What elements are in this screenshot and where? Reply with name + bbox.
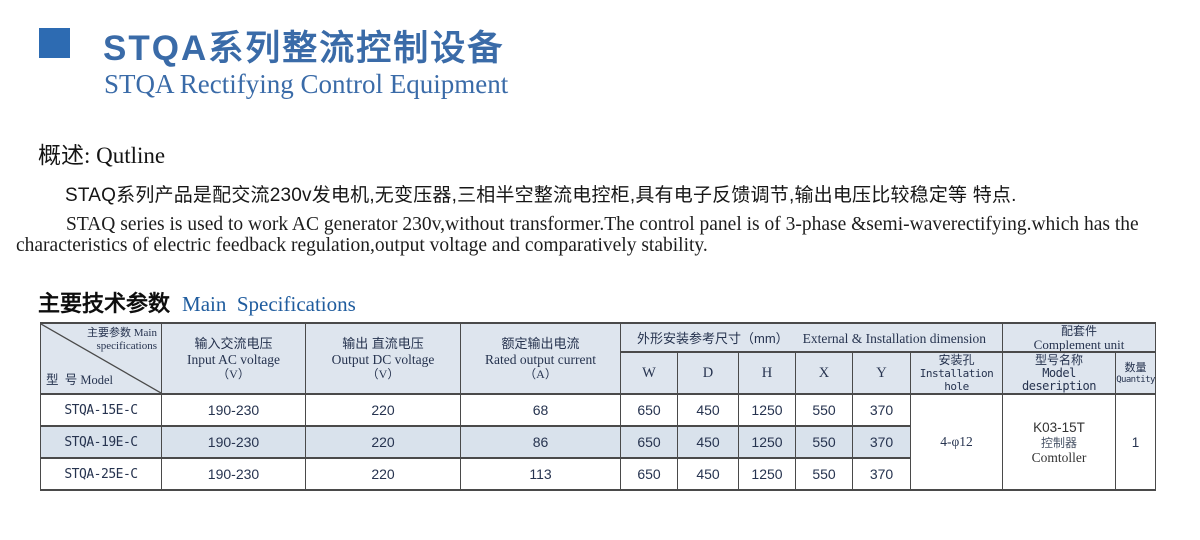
cell-w: 650: [620, 457, 678, 491]
cell-input: 190-230: [161, 393, 306, 427]
header-current-cn: 额定输出电流: [501, 336, 580, 351]
cell-w: 650: [620, 425, 678, 459]
header-complement-group: 配套件 Complement unit: [1002, 322, 1156, 353]
page-title-en: STQA Rectifying Control Equipment: [104, 69, 509, 99]
header-hole-cn: 安装孔: [938, 353, 975, 367]
outline-heading: 概述: Qutline: [38, 143, 166, 168]
header-complement-cn: 配套件: [1060, 324, 1097, 338]
complement-model-en: Comtoller: [1031, 449, 1087, 465]
cell-model: STQA-15E-C: [40, 393, 162, 427]
cell-output: 220: [305, 425, 461, 459]
cell-d: 450: [677, 457, 739, 491]
header-input-en: Input AC voltage: [187, 352, 280, 367]
complement-model-cn: 控制器: [1040, 435, 1077, 450]
header-model-desc-cn: 型号名称: [1034, 353, 1083, 367]
cell-x: 550: [795, 457, 853, 491]
cell-d: 450: [677, 425, 739, 459]
cell-current: 86: [460, 425, 621, 459]
specs-table: 主要参数 Main specifications 型 号 Model 输入交流电…: [40, 322, 1156, 491]
cell-model: STQA-19E-C: [40, 425, 162, 459]
cell-complement-model: K03-15T 控制器 Comtoller: [1002, 393, 1116, 491]
cell-y: 370: [852, 457, 911, 491]
cell-x: 550: [795, 393, 853, 427]
header-installation-hole: 安装孔 Installation hole: [910, 351, 1003, 395]
header-dim-x: X: [795, 351, 853, 395]
cell-h: 1250: [738, 457, 796, 491]
outline-paragraph-en: STAQ series is used to work AC generator…: [16, 214, 1176, 256]
header-hole-en: Installation hole: [919, 367, 994, 393]
header-qty-cn: 数量: [1124, 361, 1147, 374]
header-input-cn: 输入交流电压: [194, 336, 273, 351]
table-row: STQA-15E-C 190-230 220 68 650 450 1250 5…: [40, 393, 1156, 491]
header-output-en: Output DC voltage: [331, 352, 435, 367]
outline-paragraph-en-line1: STAQ series is used to work AC generator…: [66, 214, 1139, 235]
cell-x: 550: [795, 425, 853, 459]
outline-paragraph-cn: STAQ系列产品是配交流230v发电机,无变压器,三相半空整流电控柜,具有电子反…: [40, 180, 1170, 207]
header-dim-h: H: [738, 351, 796, 395]
cell-current: 113: [460, 457, 621, 491]
header-input-unit: （V）: [217, 367, 250, 381]
outline-paragraph-en-line2: characteristics of electric feedback reg…: [16, 235, 708, 256]
specs-heading-en: Main Specifications: [182, 292, 356, 316]
corner-header-cell: 主要参数 Main specifications 型 号 Model: [40, 322, 162, 395]
specs-heading-cn: 主要技术参数: [38, 291, 171, 316]
cell-current: 68: [460, 393, 621, 427]
complement-model-code: K03-15T: [1033, 419, 1085, 435]
header-dim-y: Y: [852, 351, 911, 395]
header-model-desc-en: Model deseription: [1022, 366, 1096, 393]
cell-y: 370: [852, 393, 911, 427]
cell-w: 650: [620, 393, 678, 427]
header-dimension-group: 外形安装参考尺寸（mm） External & Installation dime…: [620, 322, 1003, 353]
outline-paragraph-cn-text: STAQ系列产品是配交流230v发电机,无变压器,三相半空整流电控柜,具有电子反…: [65, 185, 1017, 206]
header-dim-w: W: [620, 351, 678, 395]
header-model-description: 型号名称 Model deseription: [1002, 351, 1116, 395]
cell-quantity: 1: [1115, 393, 1156, 491]
header-dimension-group-en: External & Installation dimension: [802, 330, 986, 346]
header-input-ac-voltage: 输入交流电压 Input AC voltage （V）: [161, 322, 306, 395]
header-output-cn: 输出 直流电压: [342, 336, 424, 351]
corner-top-line2: specifications: [96, 340, 157, 352]
header-dim-d: D: [677, 351, 739, 395]
header-qty-en: Quantity: [1116, 374, 1155, 385]
corner-top-label: 主要参数 Main specifications: [87, 327, 157, 353]
cell-installation-hole: 4-φ12: [910, 393, 1003, 491]
page-title-cn: STQA系列整流控制设备: [103, 29, 505, 68]
brand-square-icon: [39, 28, 70, 58]
cell-input: 190-230: [161, 425, 306, 459]
table-row: STQA-25E-C 190-230 220 113 650 450 1250 …: [40, 457, 1156, 491]
cell-h: 1250: [738, 393, 796, 427]
header-output-unit: （V）: [366, 367, 400, 381]
cell-y: 370: [852, 425, 911, 459]
corner-top-line1: 主要参数 Main: [87, 327, 157, 339]
header-current-unit: （A）: [524, 367, 557, 381]
header-current-en: Rated output current: [485, 352, 596, 367]
specs-heading: 主要技术参数 Main Specifications: [38, 286, 356, 318]
cell-model: STQA-25E-C: [40, 457, 162, 491]
cell-output: 220: [305, 457, 461, 491]
header-complement-en: Complement unit: [1033, 337, 1125, 352]
header-quantity: 数量 Quantity: [1115, 351, 1156, 395]
cell-h: 1250: [738, 425, 796, 459]
cell-input: 190-230: [161, 457, 306, 491]
header-rated-output-current: 额定输出电流 Rated output current （A）: [460, 322, 621, 395]
cell-d: 450: [677, 393, 739, 427]
header-output-dc-voltage: 输出 直流电压 Output DC voltage （V）: [305, 322, 461, 395]
table-row: STQA-19E-C 190-230 220 86 650 450 1250 5…: [40, 425, 1156, 459]
header-dimension-group-cn: 外形安装参考尺寸（mm）: [636, 330, 789, 346]
corner-bottom-label: 型 号 Model: [46, 373, 114, 387]
diagonal-line: [41, 325, 161, 392]
cell-output: 220: [305, 393, 461, 427]
